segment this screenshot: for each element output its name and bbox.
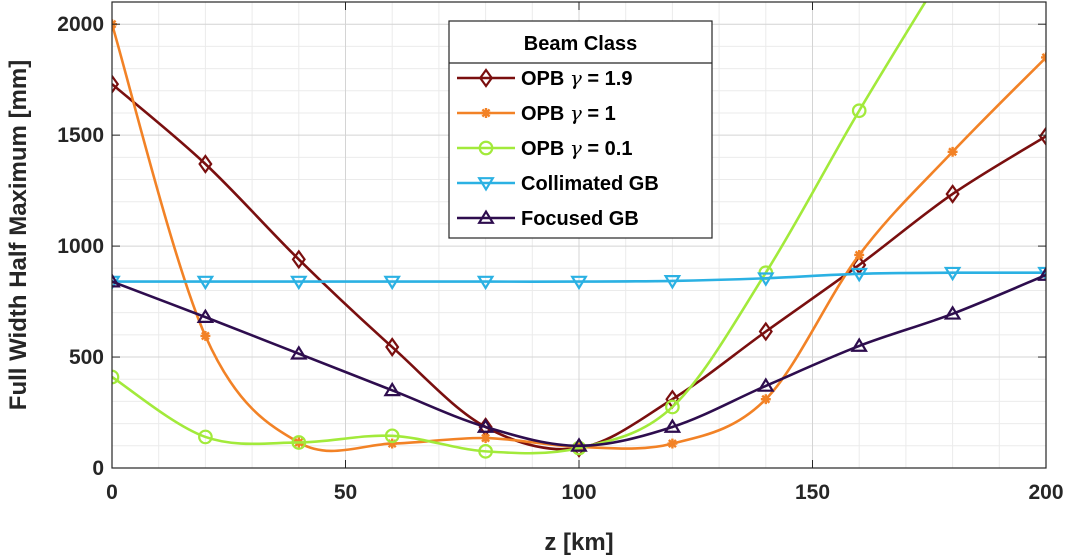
legend-entry: OPB γ = 1.9 bbox=[457, 66, 632, 90]
x-tick-label: 200 bbox=[1028, 481, 1063, 504]
data-point-marker bbox=[387, 438, 398, 449]
data-point-marker bbox=[291, 249, 306, 270]
data-point-marker bbox=[760, 394, 771, 405]
x-tick-label: 50 bbox=[334, 481, 357, 504]
legend-entry: Collimated GB bbox=[457, 173, 659, 195]
data-point-marker bbox=[757, 272, 775, 287]
data-point-marker bbox=[663, 275, 682, 290]
y-tick-label: 1500 bbox=[57, 124, 104, 147]
legend-label: Focused GB bbox=[521, 208, 639, 230]
legend-marker bbox=[478, 140, 494, 156]
data-point-marker bbox=[943, 266, 962, 282]
y-tick-label: 1000 bbox=[57, 235, 104, 258]
legend-marker bbox=[477, 209, 495, 224]
data-point-marker bbox=[665, 399, 680, 415]
data-point-marker bbox=[947, 146, 958, 157]
data-point-marker bbox=[570, 275, 588, 291]
data-point-marker bbox=[1038, 126, 1046, 147]
series-line bbox=[112, 271, 1046, 283]
series-line bbox=[112, 273, 1046, 448]
data-point-marker bbox=[291, 435, 307, 450]
data-point-marker bbox=[667, 438, 678, 449]
legend-marker bbox=[477, 177, 495, 192]
legend-label: OPB γ = 1 bbox=[521, 101, 616, 125]
data-point-marker bbox=[198, 429, 213, 445]
x-tick-label: 100 bbox=[561, 481, 596, 504]
data-point-marker bbox=[112, 74, 120, 94]
data-point-marker bbox=[945, 184, 960, 204]
data-point-marker bbox=[198, 154, 213, 174]
data-point-marker bbox=[663, 418, 682, 433]
data-point-marker bbox=[854, 250, 865, 260]
data-point-marker bbox=[383, 275, 401, 291]
legend: Beam Class OPB γ = 1.9 OPB γ = 1 OPB γ = 0.… bbox=[448, 20, 713, 239]
legend-box bbox=[448, 20, 713, 239]
data-point-marker bbox=[476, 418, 495, 433]
legend-entry: OPB γ = 0.1 bbox=[457, 136, 632, 160]
data-point-marker bbox=[850, 337, 868, 352]
data-point-marker bbox=[1037, 266, 1046, 281]
x-tick-label: 0 bbox=[106, 481, 118, 504]
legend-label: OPB γ = 1.9 bbox=[521, 66, 632, 90]
data-point-marker bbox=[112, 273, 121, 288]
data-point-marker bbox=[196, 308, 215, 324]
series-4 bbox=[112, 266, 1046, 452]
data-point-marker bbox=[480, 433, 491, 444]
data-point-marker bbox=[570, 437, 588, 452]
data-point-marker bbox=[290, 275, 308, 291]
legend-title: Beam Class bbox=[524, 33, 637, 55]
data-point-marker bbox=[851, 103, 867, 119]
data-point-marker bbox=[290, 345, 308, 360]
legend-marker bbox=[481, 108, 491, 118]
data-point-marker bbox=[943, 305, 962, 320]
data-point-marker bbox=[383, 381, 401, 397]
data-point-marker bbox=[196, 275, 215, 291]
legend-marker bbox=[478, 68, 494, 88]
y-tick-label: 2000 bbox=[57, 13, 104, 36]
data-point-marker bbox=[476, 275, 495, 291]
y-tick-label: 500 bbox=[69, 346, 104, 369]
series-line bbox=[112, 2, 927, 455]
y-tick-label: 0 bbox=[92, 457, 104, 480]
data-point-marker bbox=[478, 444, 493, 459]
data-point-marker bbox=[384, 428, 400, 444]
data-point-marker bbox=[200, 331, 211, 341]
data-point-marker bbox=[757, 377, 775, 392]
legend-label: OPB γ = 0.1 bbox=[521, 136, 632, 160]
y-axis-label: Full Width Half Maximum [mm] bbox=[5, 60, 32, 410]
x-axis-label: z [km] bbox=[544, 529, 613, 556]
legend-entry: Focused GB bbox=[457, 208, 639, 230]
data-point-marker bbox=[385, 337, 400, 357]
data-point-marker bbox=[850, 267, 868, 283]
legend-label: Collimated GB bbox=[521, 173, 659, 195]
legend-entry: OPB γ = 1 bbox=[457, 101, 616, 125]
x-tick-label: 150 bbox=[795, 481, 830, 504]
plot-area bbox=[112, 2, 1046, 459]
data-point-marker bbox=[758, 321, 773, 342]
